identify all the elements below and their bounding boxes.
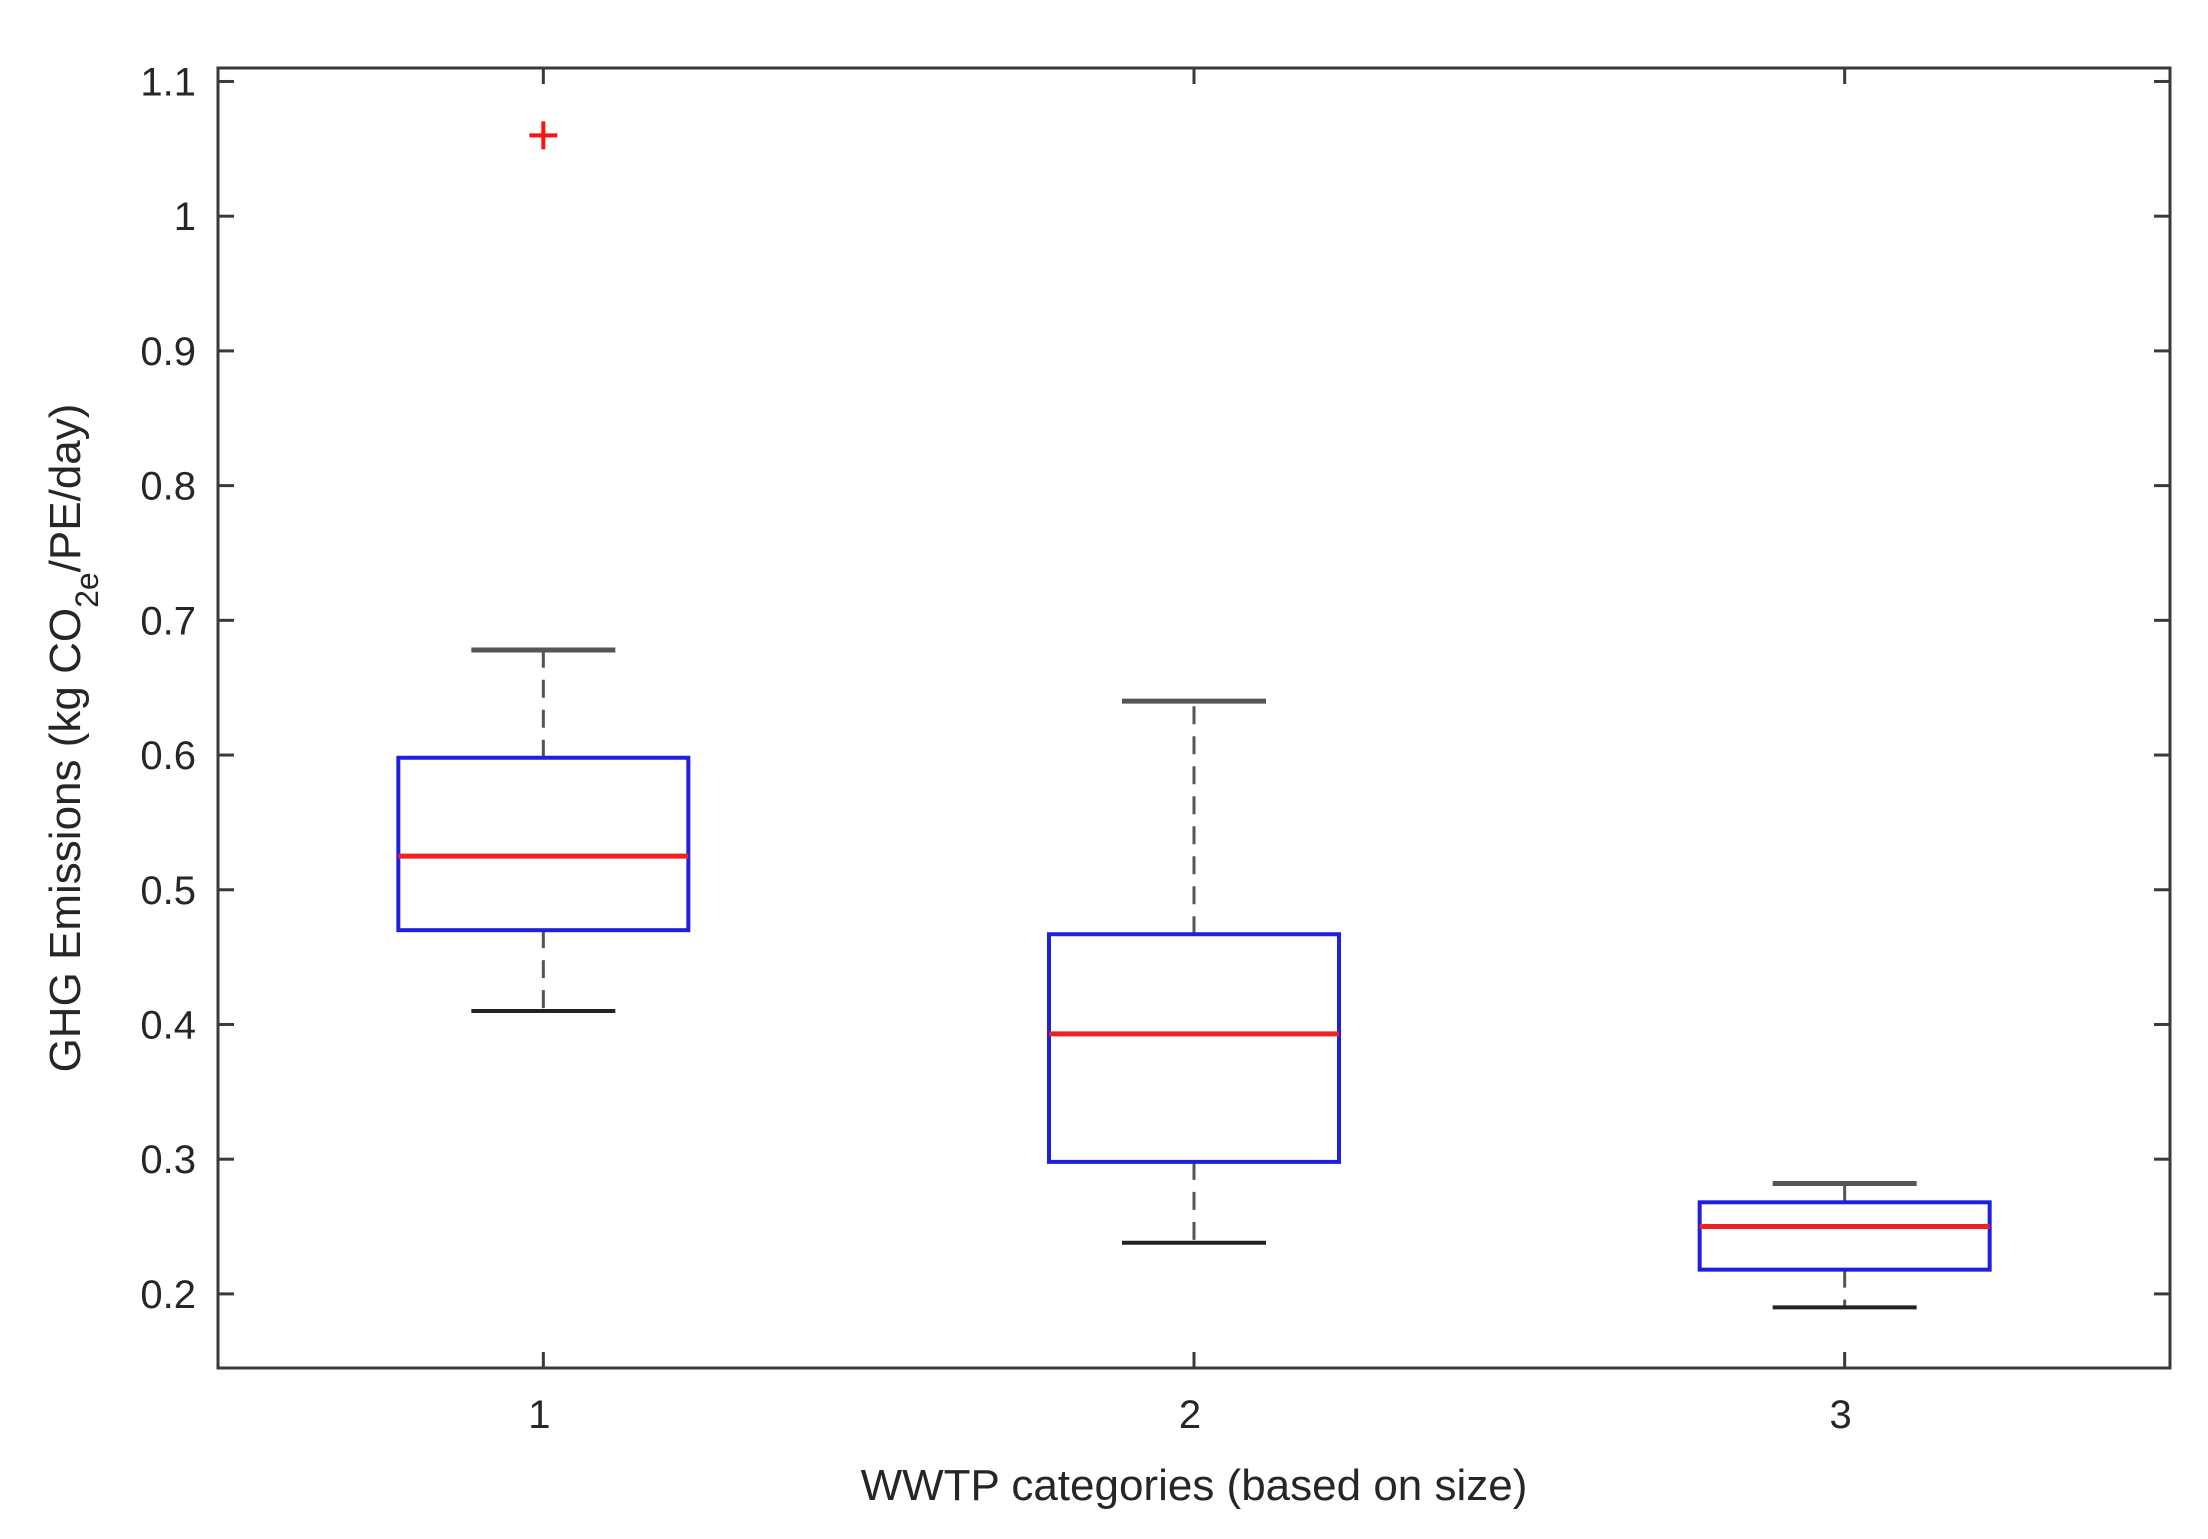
- y-tick-label: 0.6: [140, 734, 196, 778]
- y-tick-label: 0.9: [140, 330, 196, 374]
- box: [1697, 1200, 1992, 1272]
- y-axis-title-main: GHG Emissions (kg CO: [41, 608, 90, 1073]
- box: [396, 755, 691, 933]
- y-tick-label: 1: [174, 195, 196, 239]
- box-group-3: [1697, 1180, 1992, 1310]
- y-axis-title: GHG Emissions (kg CO2e/PE/day): [41, 404, 105, 1073]
- y-axis-title-subscript: 2e: [69, 572, 105, 608]
- x-tick-label: 1: [528, 1393, 550, 1437]
- y-tick-label: 0.7: [140, 599, 196, 643]
- outlier-marker: [529, 121, 558, 150]
- y-tick-label: 0.2: [140, 1273, 196, 1317]
- x-tick-label: 2: [1179, 1393, 1201, 1437]
- box: [1047, 932, 1341, 1164]
- y-tick-label: 0.4: [140, 1003, 196, 1047]
- x-tick-label: 3: [1830, 1393, 1852, 1437]
- box-group-1: [396, 121, 691, 1014]
- y-tick-label: 0.8: [140, 465, 196, 509]
- x-axis-title: WWTP categories (based on size): [861, 1461, 1528, 1510]
- y-tick-label: 0.3: [140, 1138, 196, 1182]
- y-tick-label: 0.5: [140, 869, 196, 913]
- y-axis-title-suffix: /PE/day): [41, 404, 90, 573]
- box-group-2: [1047, 698, 1341, 1245]
- y-tick-label: 1.1: [140, 60, 196, 104]
